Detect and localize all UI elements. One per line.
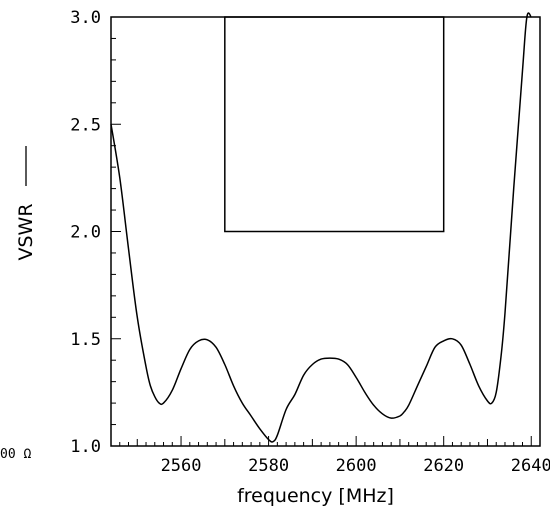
vswr-series-line <box>110 12 532 443</box>
x-tick-label: 2560 <box>161 456 202 476</box>
y-tick-labels: 1.0 1.5 2.0 2.5 3.0 <box>70 8 101 457</box>
y-tick-label: 1.0 <box>70 437 101 457</box>
plot-frame <box>110 16 541 447</box>
spec-mask-rect <box>224 16 445 233</box>
x-tick-labels: 2560 2580 2600 2620 2640 <box>161 456 550 476</box>
y-tick-label: 2.5 <box>70 115 101 135</box>
x-tick-label: 2580 <box>248 456 289 476</box>
reference-impedance-label: 00 Ω <box>0 447 31 462</box>
x-tick-label: 2600 <box>336 456 377 476</box>
y-tick-label: 2.0 <box>70 223 101 243</box>
x-tick-label: 2640 <box>511 456 550 476</box>
y-tick-label: 3.0 <box>70 8 101 28</box>
series-layer <box>110 12 532 443</box>
spec-mask-layer <box>224 16 445 233</box>
y-tick-label: 1.5 <box>70 330 101 350</box>
x-axis-title: frequency [MHz] <box>237 485 394 507</box>
y-axis-title: VSWR <box>15 203 37 260</box>
y-axis-title-group: VSWR <box>15 146 37 261</box>
x-tick-label: 2620 <box>423 456 464 476</box>
